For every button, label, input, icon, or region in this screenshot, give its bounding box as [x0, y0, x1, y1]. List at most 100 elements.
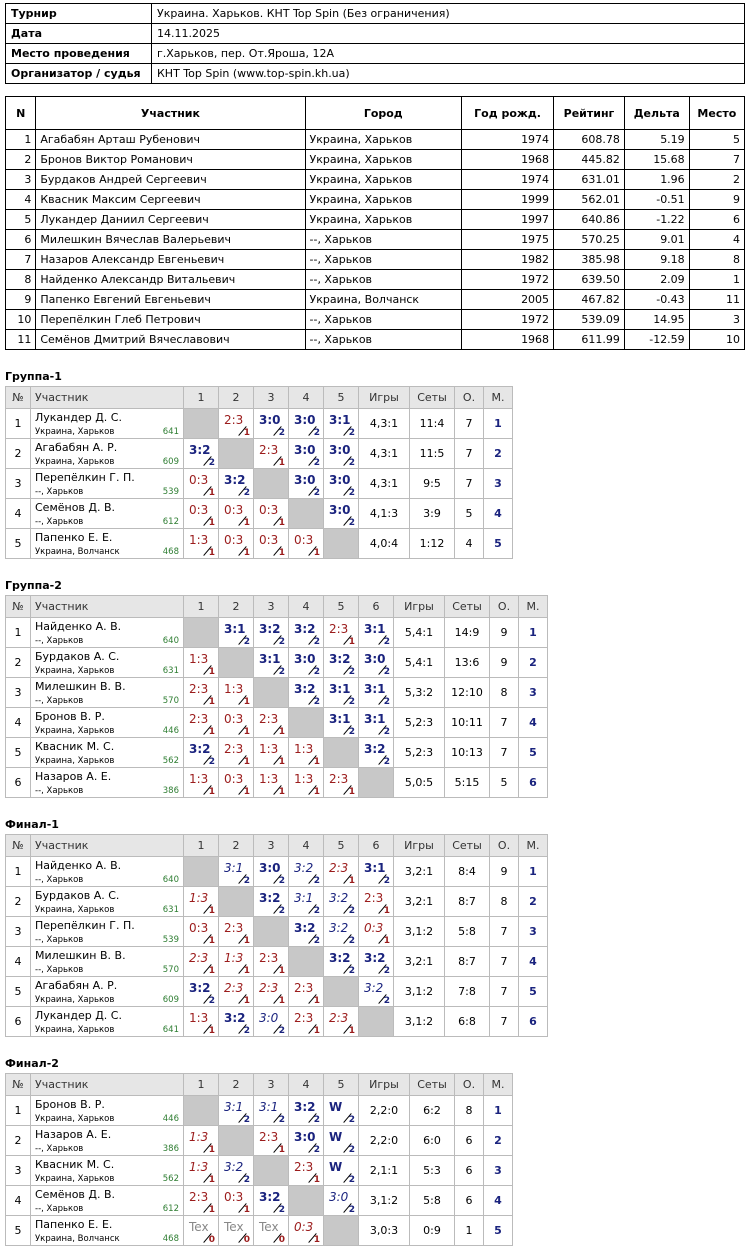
diagonal-cell — [288, 946, 324, 977]
participant-cell: 4 — [4, 189, 37, 210]
diagonal-cell — [288, 498, 324, 529]
row-number: 1 — [5, 617, 31, 648]
result-cell: 3:2 2 — [218, 1155, 254, 1186]
player-city: --, Харьков — [35, 517, 84, 527]
diagonal-cell — [253, 916, 289, 947]
column-header: Участник — [30, 595, 184, 618]
column-header: 3 — [253, 595, 289, 618]
place: 3 — [483, 468, 513, 499]
result-cell: 3:2 2 — [183, 737, 219, 768]
player-rating: 631 — [162, 905, 179, 915]
place: 1 — [518, 856, 548, 887]
diagonal-cell — [253, 677, 289, 708]
player-rating: 468 — [162, 547, 179, 557]
score: 3:1 — [224, 622, 246, 636]
result-cell: 2:3 1 — [183, 946, 219, 977]
sets: 11:5 — [409, 438, 455, 469]
result-cell: 1:3 1 — [183, 1155, 219, 1186]
score: 0:3 — [224, 533, 244, 547]
diagonal-cell — [253, 1155, 289, 1186]
player-city: Украина, Харьков — [35, 726, 115, 736]
participant-cell: Украина, Харьков — [304, 169, 463, 190]
place: 4 — [483, 498, 513, 529]
sets: 10:11 — [444, 707, 490, 738]
score: 3:0 — [259, 861, 281, 875]
participant-cell: 2 — [688, 169, 746, 190]
games: 4,3:1 — [358, 438, 410, 469]
match-points: 1 — [243, 757, 250, 767]
score: 3:2 — [364, 951, 386, 965]
games: 5,0:5 — [393, 767, 445, 798]
player-cell: Найденко А. В. --, Харьков 640 — [30, 856, 184, 887]
match-points: 2 — [278, 667, 285, 677]
result-cell: 0:3 1 — [218, 1185, 254, 1216]
column-header: 2 — [218, 595, 254, 618]
participant-cell: 9 — [4, 289, 37, 310]
header-row: № Участник 1 2 3 4 5 Игры Сеты О. М. — [5, 386, 513, 409]
score: 3:0 — [259, 1011, 279, 1025]
column-header: О. — [454, 386, 484, 409]
player-cell: Перепёлкин Г. П. --, Харьков 539 — [30, 468, 184, 499]
row-number: 6 — [5, 1006, 31, 1037]
player-rating: 641 — [162, 427, 179, 437]
column-header: Дельта — [623, 96, 690, 130]
score: 2:3 — [224, 413, 244, 427]
points: 9 — [489, 856, 519, 887]
result-cell: 2:3 1 — [253, 438, 289, 469]
sets: 6:0 — [409, 1125, 455, 1156]
column-header: № — [5, 386, 31, 409]
participant-cell: 562.01 — [553, 189, 625, 210]
match-points: 1 — [208, 1026, 215, 1036]
score: 3:2 — [189, 742, 211, 756]
match-points: 1 — [208, 787, 215, 797]
result-cell: 2:3 1 — [218, 408, 254, 439]
match-points: 1 — [278, 727, 285, 737]
match-points: 2 — [208, 996, 215, 1006]
result-cell: 0:3 1 — [288, 1215, 324, 1246]
match-points: 1 — [243, 727, 250, 737]
sets: 5:8 — [444, 916, 490, 947]
result-cell: 3:0 2 — [288, 438, 324, 469]
sets: 8:4 — [444, 856, 490, 887]
match-points: 2 — [313, 637, 320, 647]
participant-cell: Семёнов Дмитрий Вячеславович — [35, 329, 306, 350]
result-cell: Tex 0 — [218, 1215, 254, 1246]
match-points: 2 — [383, 876, 390, 886]
column-header: Сеты — [409, 386, 455, 409]
column-header: Участник — [30, 386, 184, 409]
match-points: 2 — [278, 906, 285, 916]
points: 7 — [489, 737, 519, 768]
score: 3:2 — [329, 921, 349, 935]
participant-cell: 9 — [688, 189, 746, 210]
player-row: 3 Перепёлкин Г. П. --, Харьков 539 0:3 1 2:3 1 3… — [5, 916, 548, 947]
match-points: 1 — [313, 787, 320, 797]
match-points: 1 — [208, 1145, 215, 1155]
score: 3:0 — [294, 652, 316, 666]
player-name: Агабабян А. Р. — [35, 979, 118, 992]
games: 3,1:2 — [358, 1185, 410, 1216]
participant-cell: 7 — [4, 249, 37, 270]
player-cell: Бронов В. Р. Украина, Харьков 446 — [30, 1095, 184, 1126]
participant-cell: Украина, Харьков — [304, 209, 463, 230]
player-cell: Бронов В. Р. Украина, Харьков 446 — [30, 707, 184, 738]
player-rating: 612 — [162, 517, 179, 527]
score: 3:0 — [329, 473, 351, 487]
score: 1:3 — [294, 772, 314, 786]
match-points: 2 — [208, 458, 215, 468]
column-header: 6 — [358, 834, 394, 857]
diagonal-cell — [323, 976, 359, 1007]
result-cell: 2:3 1 — [253, 976, 289, 1007]
diagonal-cell — [358, 1006, 394, 1037]
score: 3:2 — [189, 443, 211, 457]
result-cell: 3:2 2 — [323, 886, 359, 917]
player-rating: 612 — [162, 1204, 179, 1214]
match-points: 2 — [383, 996, 390, 1006]
player-row: 5 Папенко Е. Е. Украина, Волчанск 468 Tex 0 Te… — [5, 1215, 513, 1246]
place: 6 — [518, 767, 548, 798]
participant-row: 5 Лукандер Даниил Сергеевич Украина, Харьк… — [4, 209, 746, 230]
match-points: 1 — [348, 637, 355, 647]
match-points: 1 — [348, 876, 355, 886]
score: 3:1 — [329, 682, 351, 696]
match-points: 1 — [278, 548, 285, 558]
